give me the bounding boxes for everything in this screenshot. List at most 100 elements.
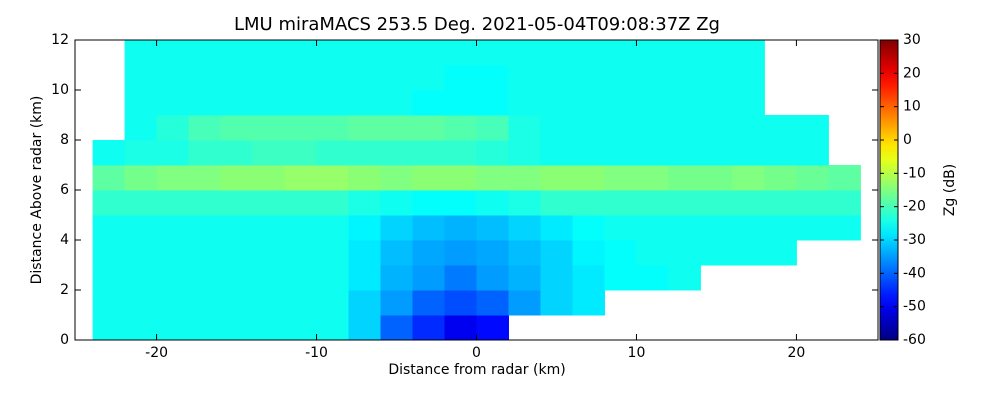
- heat-cell: [252, 165, 286, 191]
- heat-cell: [348, 115, 382, 141]
- heat-cell: [92, 265, 126, 291]
- heat-cell: [380, 115, 414, 141]
- heat-cell: [284, 65, 318, 91]
- heat-cell: [764, 140, 797, 166]
- heat-cell: [156, 190, 190, 216]
- heat-cell: [188, 40, 222, 66]
- colorbar-tick-label: -10: [903, 165, 926, 181]
- heat-cell: [156, 165, 190, 191]
- heat-cell: [252, 265, 286, 291]
- heat-cell: [508, 190, 541, 216]
- heat-cell: [444, 215, 477, 241]
- heat-cell: [220, 190, 254, 216]
- heat-cell: [828, 190, 861, 216]
- heat-cell: [508, 215, 541, 241]
- heat-cell: [540, 215, 573, 241]
- y-tick-label: 2: [60, 282, 69, 298]
- heat-cell: [700, 115, 733, 141]
- heat-cell: [476, 265, 509, 291]
- heat-cell: [156, 215, 190, 241]
- heat-cell: [412, 165, 446, 191]
- heat-cell: [540, 165, 573, 191]
- plot-area: [92, 40, 861, 340]
- heat-cell: [252, 190, 286, 216]
- heat-cell: [316, 315, 350, 340]
- heat-cell: [604, 240, 637, 266]
- heat-cell: [124, 240, 158, 266]
- heat-cell: [604, 165, 637, 191]
- heat-cell: [572, 265, 605, 291]
- heat-cell: [92, 315, 126, 340]
- heat-cell: [380, 190, 414, 216]
- heat-cell: [732, 65, 765, 91]
- heat-cell: [700, 190, 733, 216]
- heat-cell: [412, 40, 446, 66]
- heat-cell: [604, 140, 637, 166]
- heat-cell: [668, 90, 701, 116]
- heat-cell: [636, 190, 669, 216]
- heat-cell: [668, 265, 701, 291]
- heat-cell: [444, 315, 477, 340]
- heat-cell: [476, 240, 509, 266]
- x-tick-label: 10: [628, 345, 646, 361]
- heat-cell: [284, 290, 318, 316]
- heat-cell: [732, 115, 765, 141]
- heat-cell: [220, 40, 254, 66]
- heat-cell: [572, 165, 605, 191]
- heat-cell: [572, 90, 605, 116]
- heat-cell: [412, 140, 446, 166]
- heat-cell: [92, 290, 126, 316]
- y-tick-label: 12: [51, 32, 69, 48]
- heat-cell: [188, 290, 222, 316]
- colorbar: [879, 39, 899, 341]
- heat-cell: [764, 115, 797, 141]
- heat-cell: [412, 240, 446, 266]
- heat-cell: [380, 65, 414, 91]
- heat-cell: [220, 240, 254, 266]
- chart-title: LMU miraMACS 253.5 Deg. 2021-05-04T09:08…: [234, 14, 720, 35]
- heat-cell: [380, 265, 414, 291]
- heat-cell: [508, 115, 541, 141]
- heat-cell: [348, 90, 382, 116]
- heat-cell: [252, 290, 286, 316]
- heat-cell: [124, 290, 158, 316]
- heat-cell: [700, 140, 733, 166]
- heat-cell: [508, 240, 541, 266]
- heat-cell: [604, 265, 637, 291]
- heat-cell: [124, 40, 158, 66]
- heat-cell: [316, 115, 350, 141]
- heat-cell: [252, 40, 286, 66]
- heat-cell: [636, 215, 669, 241]
- heat-cell: [252, 215, 286, 241]
- heat-cell: [604, 190, 637, 216]
- heat-cell: [316, 65, 350, 91]
- heat-cell: [476, 90, 509, 116]
- heat-cell: [316, 190, 350, 216]
- heat-cell: [284, 240, 318, 266]
- heat-cell: [668, 65, 701, 91]
- heat-cell: [668, 115, 701, 141]
- heat-cell: [732, 90, 765, 116]
- heat-cell: [348, 240, 382, 266]
- heat-cell: [220, 165, 254, 191]
- heat-cell: [156, 315, 190, 340]
- heat-cell: [668, 40, 701, 66]
- heat-cell: [508, 265, 541, 291]
- heat-cell: [700, 65, 733, 91]
- colorbar-tick-label: -20: [903, 199, 926, 215]
- heat-cell: [156, 290, 190, 316]
- heat-cell: [412, 65, 446, 91]
- heat-cell: [316, 140, 350, 166]
- heat-cell: [188, 265, 222, 291]
- heat-cell: [220, 290, 254, 316]
- heat-cell: [444, 290, 477, 316]
- heat-cell: [732, 240, 765, 266]
- heat-cell: [540, 240, 573, 266]
- heat-cell: [572, 40, 605, 66]
- heat-cell: [636, 65, 669, 91]
- heat-cell: [380, 90, 414, 116]
- heat-cell: [636, 40, 669, 66]
- heat-cell: [220, 65, 254, 91]
- heat-cell: [316, 40, 350, 66]
